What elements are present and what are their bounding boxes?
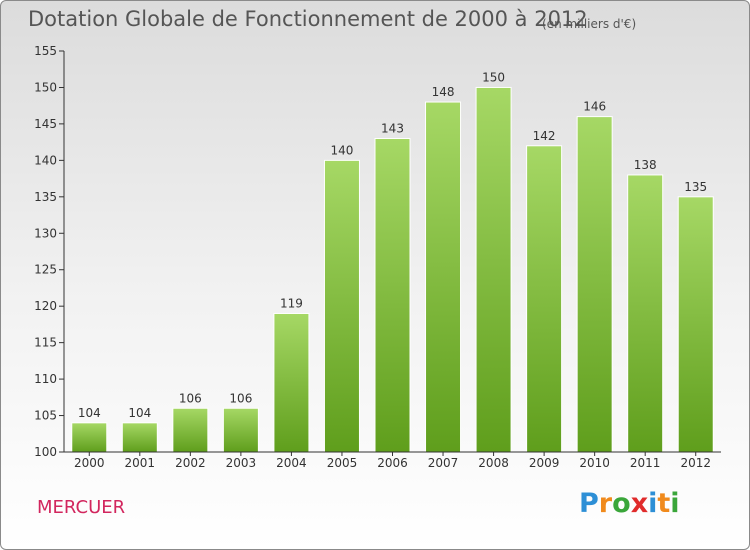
x-tick-label: 2001 [125,456,156,470]
bar-2005 [323,159,360,453]
y-tick-label: 145 [34,117,57,131]
y-tick-label: 120 [34,299,57,313]
x-tick-label: 2005 [327,456,358,470]
bar-value-label: 104 [78,406,101,420]
y-tick-label: 115 [34,336,57,350]
x-tick-label: 2002 [175,456,206,470]
bar-2004 [273,312,310,453]
chart-unit: (en milliers d'€) [542,17,637,31]
y-tick-label: 140 [34,153,57,167]
bar-value-label: 146 [583,100,606,114]
x-tick-label: 2004 [276,456,307,470]
y-tick-label: 150 [34,80,57,94]
x-tick-label: 2000 [74,456,105,470]
bar-value-label: 140 [331,143,354,157]
x-tick-label: 2003 [226,456,257,470]
bar-value-label: 148 [432,85,455,99]
bars-group: 104 104 106 106 119 140 143 148 150 142 146 138 135 [71,70,714,453]
bar-value-label: 106 [229,391,252,405]
bar-value-label: 106 [179,391,202,405]
bar-value-label: 135 [684,180,707,194]
x-tick-label: 2009 [529,456,560,470]
x-tick-label: 2008 [478,456,509,470]
logo-letter: i [670,488,680,519]
bar-value-label: 104 [128,406,151,420]
bar-value-label: 143 [381,121,404,135]
proxiti-logo[interactable]: Proxiti [579,488,680,519]
y-tick-label: 100 [34,445,57,459]
bar-2006 [374,137,411,453]
x-tick-label: 2006 [377,456,408,470]
bar-2000 [71,422,108,453]
chart-title: Dotation Globale de Fonctionnement de 20… [28,7,588,31]
bar-2008 [475,86,512,453]
y-tick-label: 155 [34,44,57,58]
bar-2010 [576,116,613,453]
bar-2012 [677,196,714,453]
y-tick-label: 125 [34,263,57,277]
logo-letter: i [648,488,658,519]
bar-value-label: 142 [533,129,556,143]
bar-2001 [121,422,158,453]
logo-letter: x [630,488,649,519]
y-tick-label: 135 [34,190,57,204]
place-name: MERCUER [37,497,126,518]
bar-2003 [222,407,259,453]
logo-letter: r [598,488,613,519]
bar-value-label: 138 [634,158,657,172]
logo-letter: t [657,488,671,519]
logo-letter: P [579,488,599,519]
x-tick-label: 2012 [680,456,711,470]
x-tick-label: 2010 [579,456,610,470]
x-tick-label: 2007 [428,456,459,470]
bar-2009 [526,145,563,453]
bar-value-label: 150 [482,70,505,84]
x-tick-label: 2011 [630,456,661,470]
bar-2002 [172,407,209,453]
y-tick-label: 130 [34,226,57,240]
y-tick-label: 110 [34,372,57,386]
logo-letter: o [612,488,631,519]
bar-2007 [425,101,462,453]
axes-group: 2000 2001 2002 2003 2004 2005 2006 2007 2008 2009… [34,44,721,470]
y-tick-label: 105 [34,409,57,423]
bar-2011 [627,174,664,453]
bar-value-label: 119 [280,296,303,310]
